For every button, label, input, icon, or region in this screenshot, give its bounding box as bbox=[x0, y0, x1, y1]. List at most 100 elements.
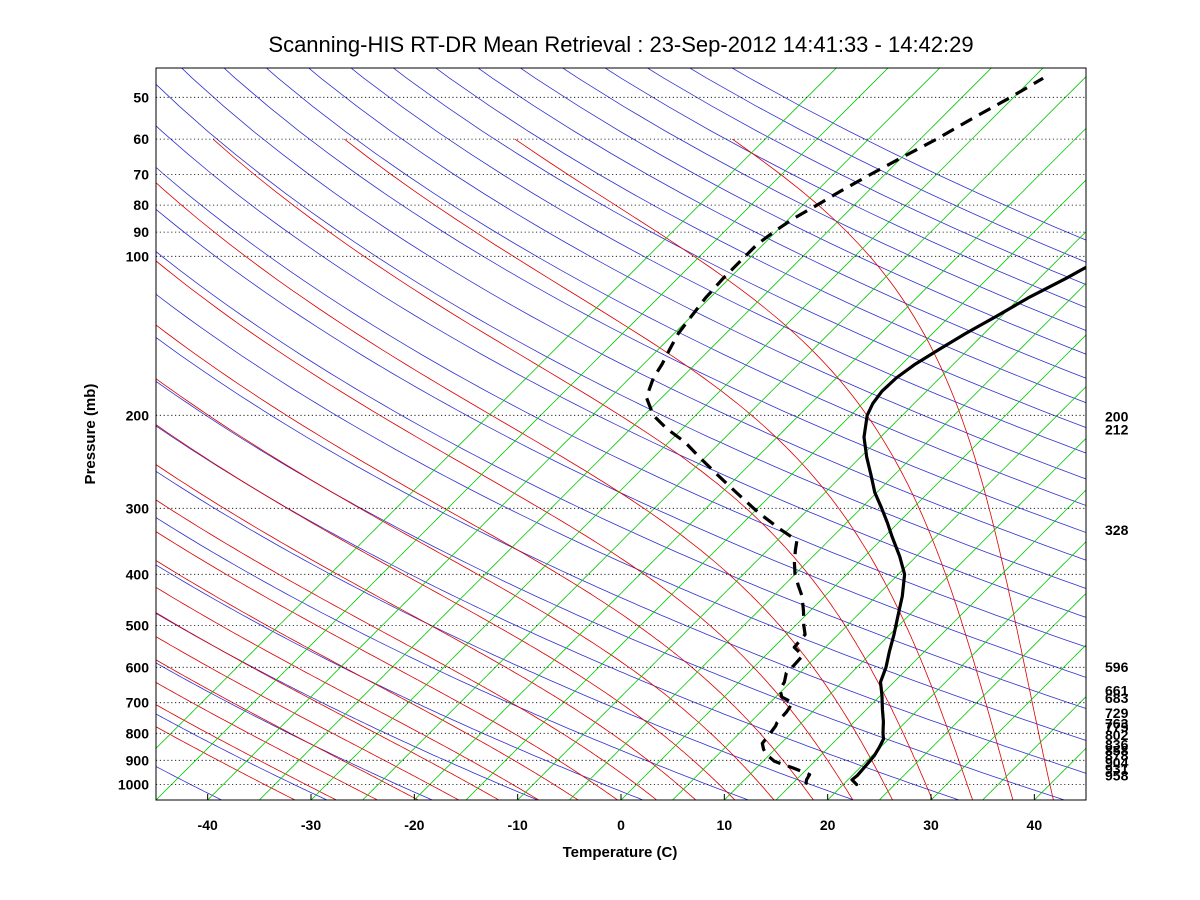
moist-adiabat bbox=[156, 560, 579, 800]
mixing-ratio-line bbox=[310, 68, 1044, 800]
level-label: 775 bbox=[1105, 719, 1129, 735]
mixing-ratio-line bbox=[672, 386, 1086, 800]
moist-adiabat bbox=[344, 138, 974, 800]
dry-adiabat bbox=[156, 125, 1086, 618]
moist-adiabat bbox=[156, 499, 658, 800]
moist-adiabat bbox=[212, 138, 933, 800]
dry-adiabat bbox=[156, 337, 1086, 774]
dry-adiabat bbox=[156, 293, 1086, 741]
mixing-ratio-line bbox=[620, 334, 1086, 800]
moist-adiabat bbox=[156, 704, 338, 800]
moist-adiabat bbox=[514, 138, 1014, 800]
moist-adiabat bbox=[156, 531, 619, 800]
level-label: 328 bbox=[1105, 522, 1129, 538]
mixing-ratio-line bbox=[723, 437, 1086, 800]
mixing-ratio-line bbox=[568, 282, 1086, 800]
temperature-line bbox=[850, 265, 1086, 787]
dry-adiabat bbox=[156, 425, 961, 800]
pressure-tick-label: 80 bbox=[133, 197, 149, 213]
pressure-tick-label: 300 bbox=[126, 500, 150, 516]
mixing-ratio-line bbox=[465, 179, 1086, 800]
temperature-tick-label: 40 bbox=[1027, 817, 1043, 833]
temperature-tick-label: 30 bbox=[923, 817, 939, 833]
pressure-tick-label: 50 bbox=[133, 89, 149, 105]
temperature-tick-label: -10 bbox=[508, 817, 528, 833]
dry-adiabat bbox=[156, 564, 645, 800]
mixing-ratio-line bbox=[207, 68, 941, 800]
dry-adiabat bbox=[223, 68, 1086, 533]
temperature-tick-label: -40 bbox=[198, 817, 218, 833]
moist-adiabat bbox=[156, 726, 296, 800]
temperature-tick-label: 0 bbox=[617, 817, 625, 833]
mixing-ratio-line bbox=[930, 644, 1086, 800]
pressure-tick-label: 900 bbox=[126, 752, 150, 768]
pressure-tick-label: 70 bbox=[133, 167, 149, 183]
pressure-tick-label: 200 bbox=[126, 407, 150, 423]
dry-adiabat bbox=[156, 470, 855, 800]
level-label: 904 bbox=[1105, 754, 1129, 770]
dry-adiabat bbox=[156, 517, 750, 800]
moist-adiabat bbox=[156, 612, 500, 800]
level-label: 596 bbox=[1105, 659, 1129, 675]
pressure-tick-label: 700 bbox=[126, 695, 150, 711]
level-label: 763 bbox=[1105, 715, 1129, 731]
moist-adiabat bbox=[156, 260, 854, 800]
temperature-tick-label: 20 bbox=[820, 817, 836, 833]
dry-adiabat bbox=[156, 83, 1086, 589]
pressure-tick-label: 100 bbox=[126, 248, 150, 264]
pressure-tick-label: 800 bbox=[126, 725, 150, 741]
moist-adiabat bbox=[156, 586, 540, 800]
moist-adiabat bbox=[156, 324, 814, 800]
dry-adiabat bbox=[156, 166, 1086, 648]
pressure-tick-label: 500 bbox=[126, 617, 150, 633]
mixing-ratio-line bbox=[156, 68, 837, 749]
moist-adiabat bbox=[156, 424, 736, 800]
mixing-ratio-line bbox=[982, 696, 1086, 800]
dewpoint-line bbox=[644, 76, 1044, 785]
moist-adiabat bbox=[156, 378, 775, 800]
level-label: 878 bbox=[1105, 748, 1129, 764]
level-label: 200 bbox=[1105, 408, 1129, 424]
mixing-ratio-line bbox=[827, 541, 1086, 800]
moist-adiabat bbox=[156, 682, 379, 800]
dry-adiabat bbox=[156, 662, 434, 800]
mixing-ratio-line bbox=[1033, 747, 1086, 800]
level-label: 931 bbox=[1105, 761, 1129, 777]
background-lines bbox=[156, 68, 1086, 800]
level-label: 661 bbox=[1105, 683, 1129, 699]
moist-adiabat bbox=[156, 659, 420, 800]
mixing-ratio-line bbox=[517, 231, 1086, 800]
pressure-tick-label: 60 bbox=[133, 131, 149, 147]
mixing-ratio-line bbox=[775, 489, 1086, 800]
dry-adiabat bbox=[156, 208, 1086, 678]
temperature-tick-label: -20 bbox=[404, 817, 424, 833]
level-label: 729 bbox=[1105, 705, 1129, 721]
level-label: 683 bbox=[1105, 690, 1129, 706]
mixing-ratio-line bbox=[413, 127, 1086, 800]
dry-adiabat bbox=[350, 68, 1086, 454]
dry-adiabat bbox=[265, 68, 1086, 506]
dry-adiabat bbox=[156, 713, 328, 800]
temperature-tick-label: -30 bbox=[301, 817, 321, 833]
mixing-ratio-line bbox=[878, 592, 1086, 800]
y-axis-label: Pressure (mb) bbox=[82, 384, 99, 485]
level-label: 802 bbox=[1105, 727, 1129, 743]
axes: 5060708090100200300400500600700800900100… bbox=[118, 89, 1129, 833]
mixing-ratio-line bbox=[362, 76, 1086, 800]
pressure-tick-label: 90 bbox=[133, 224, 149, 240]
level-label: 836 bbox=[1105, 736, 1129, 752]
dry-adiabat bbox=[308, 68, 1086, 480]
mixing-ratio-line bbox=[258, 68, 992, 800]
moist-adiabat bbox=[156, 464, 697, 800]
dry-adiabat bbox=[181, 68, 1086, 561]
dry-adiabat bbox=[156, 380, 1066, 800]
mixing-ratio-line bbox=[156, 68, 889, 800]
temperature-tick-label: 10 bbox=[717, 817, 733, 833]
pressure-tick-label: 1000 bbox=[118, 776, 149, 792]
moist-adiabat bbox=[156, 636, 460, 800]
level-label: 212 bbox=[1105, 422, 1129, 438]
sounding-series bbox=[644, 76, 1086, 787]
pressure-tick-label: 400 bbox=[126, 566, 150, 582]
chart-title: Scanning-HIS RT-DR Mean Retrieval : 23-S… bbox=[268, 32, 973, 57]
